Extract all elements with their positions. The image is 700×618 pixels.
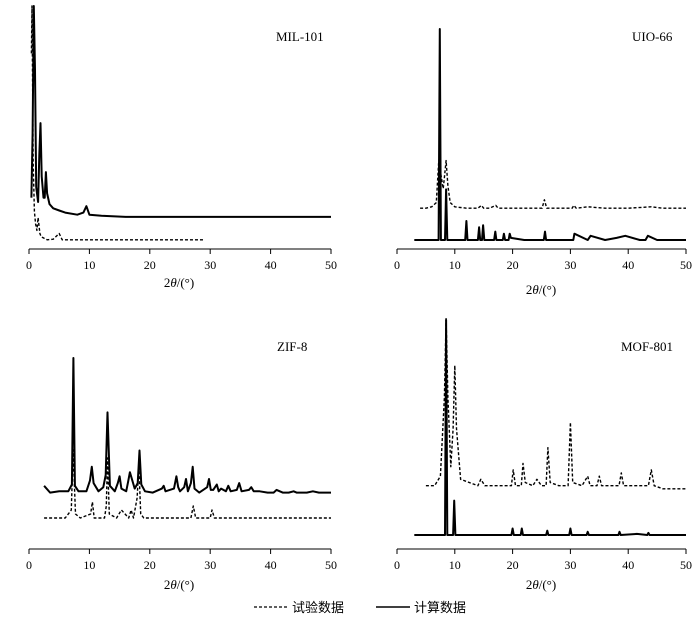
series-line-experimental bbox=[420, 154, 686, 209]
x-axis-title: 2θ/(°) bbox=[526, 577, 556, 592]
legend-label-experimental: 试验数据 bbox=[292, 600, 344, 615]
panel-title-zif-8: ZIF-8 bbox=[277, 339, 307, 354]
panel-mil-101: MIL-101 0 10 20 30 40 50 2θ/(°) bbox=[26, 5, 337, 290]
x-axis-title: 2θ/(°) bbox=[526, 282, 556, 297]
x-tick-label: 30 bbox=[564, 558, 576, 572]
series-experimental bbox=[420, 154, 686, 209]
panel-title-uio-66: UIO-66 bbox=[632, 29, 673, 44]
x-tick-label: 50 bbox=[680, 258, 692, 272]
x-tick-label: 50 bbox=[680, 558, 692, 572]
series-line-calculated bbox=[414, 319, 686, 536]
series-line-experimental bbox=[425, 317, 686, 490]
x-tick-label: 40 bbox=[622, 258, 634, 272]
panel-zif-8: ZIF-8 0 10 20 30 40 50 2θ/(°) bbox=[26, 339, 337, 592]
x-tick-label: 20 bbox=[507, 558, 519, 572]
x-tick-label: 10 bbox=[83, 558, 95, 572]
series-calculated bbox=[30, 5, 331, 218]
x-axis-title: 2θ/(°) bbox=[164, 577, 194, 592]
x-tick-label: 30 bbox=[564, 258, 576, 272]
x-axis-title: 2θ/(°) bbox=[164, 275, 194, 290]
series-experimental bbox=[425, 317, 686, 490]
series-calculated bbox=[43, 357, 331, 494]
series-line-calculated bbox=[30, 5, 331, 218]
legend-label-calculated: 计算数据 bbox=[414, 600, 466, 615]
x-tick-label: 20 bbox=[507, 258, 519, 272]
x-tick-label: 0 bbox=[394, 258, 400, 272]
x-tick-label: 30 bbox=[204, 258, 216, 272]
series-calculated bbox=[414, 28, 686, 241]
series-experimental bbox=[30, 5, 205, 241]
x-tick-label: 10 bbox=[83, 258, 95, 272]
x-tick-label: 40 bbox=[622, 558, 634, 572]
panel-title-mil-101: MIL-101 bbox=[276, 29, 324, 44]
x-tick-label: 10 bbox=[449, 558, 461, 572]
x-tick-label: 0 bbox=[394, 558, 400, 572]
x-tick-label: 50 bbox=[325, 558, 337, 572]
legend: 试验数据 计算数据 bbox=[254, 600, 466, 615]
x-tick-label: 40 bbox=[265, 258, 277, 272]
x-tick-label: 40 bbox=[265, 558, 277, 572]
x-axis-ticks: 0 10 20 30 40 50 bbox=[394, 549, 692, 572]
x-axis-ticks: 0 10 20 30 40 50 bbox=[394, 249, 692, 272]
series-line-calculated bbox=[414, 28, 686, 241]
x-tick-label: 20 bbox=[144, 258, 156, 272]
series-calculated bbox=[414, 319, 686, 536]
series-line-experimental bbox=[44, 449, 331, 519]
x-axis-ticks: 0 10 20 30 40 50 bbox=[26, 549, 337, 572]
x-tick-label: 0 bbox=[26, 558, 32, 572]
series-experimental bbox=[44, 449, 331, 519]
series-line-calculated bbox=[43, 357, 331, 494]
x-tick-label: 0 bbox=[26, 258, 32, 272]
panel-uio-66: UIO-66 0 10 20 30 40 50 2θ/(°) bbox=[394, 28, 692, 297]
panel-mof-801: MOF-801 0 10 20 30 40 50 2θ/(°) bbox=[394, 317, 692, 592]
x-axis-ticks: 0 10 20 30 40 50 bbox=[26, 249, 337, 272]
panel-title-mof-801: MOF-801 bbox=[621, 339, 673, 354]
x-tick-label: 50 bbox=[325, 258, 337, 272]
x-tick-label: 30 bbox=[204, 558, 216, 572]
x-tick-label: 10 bbox=[449, 258, 461, 272]
x-tick-label: 20 bbox=[144, 558, 156, 572]
series-line-experimental bbox=[30, 5, 205, 241]
